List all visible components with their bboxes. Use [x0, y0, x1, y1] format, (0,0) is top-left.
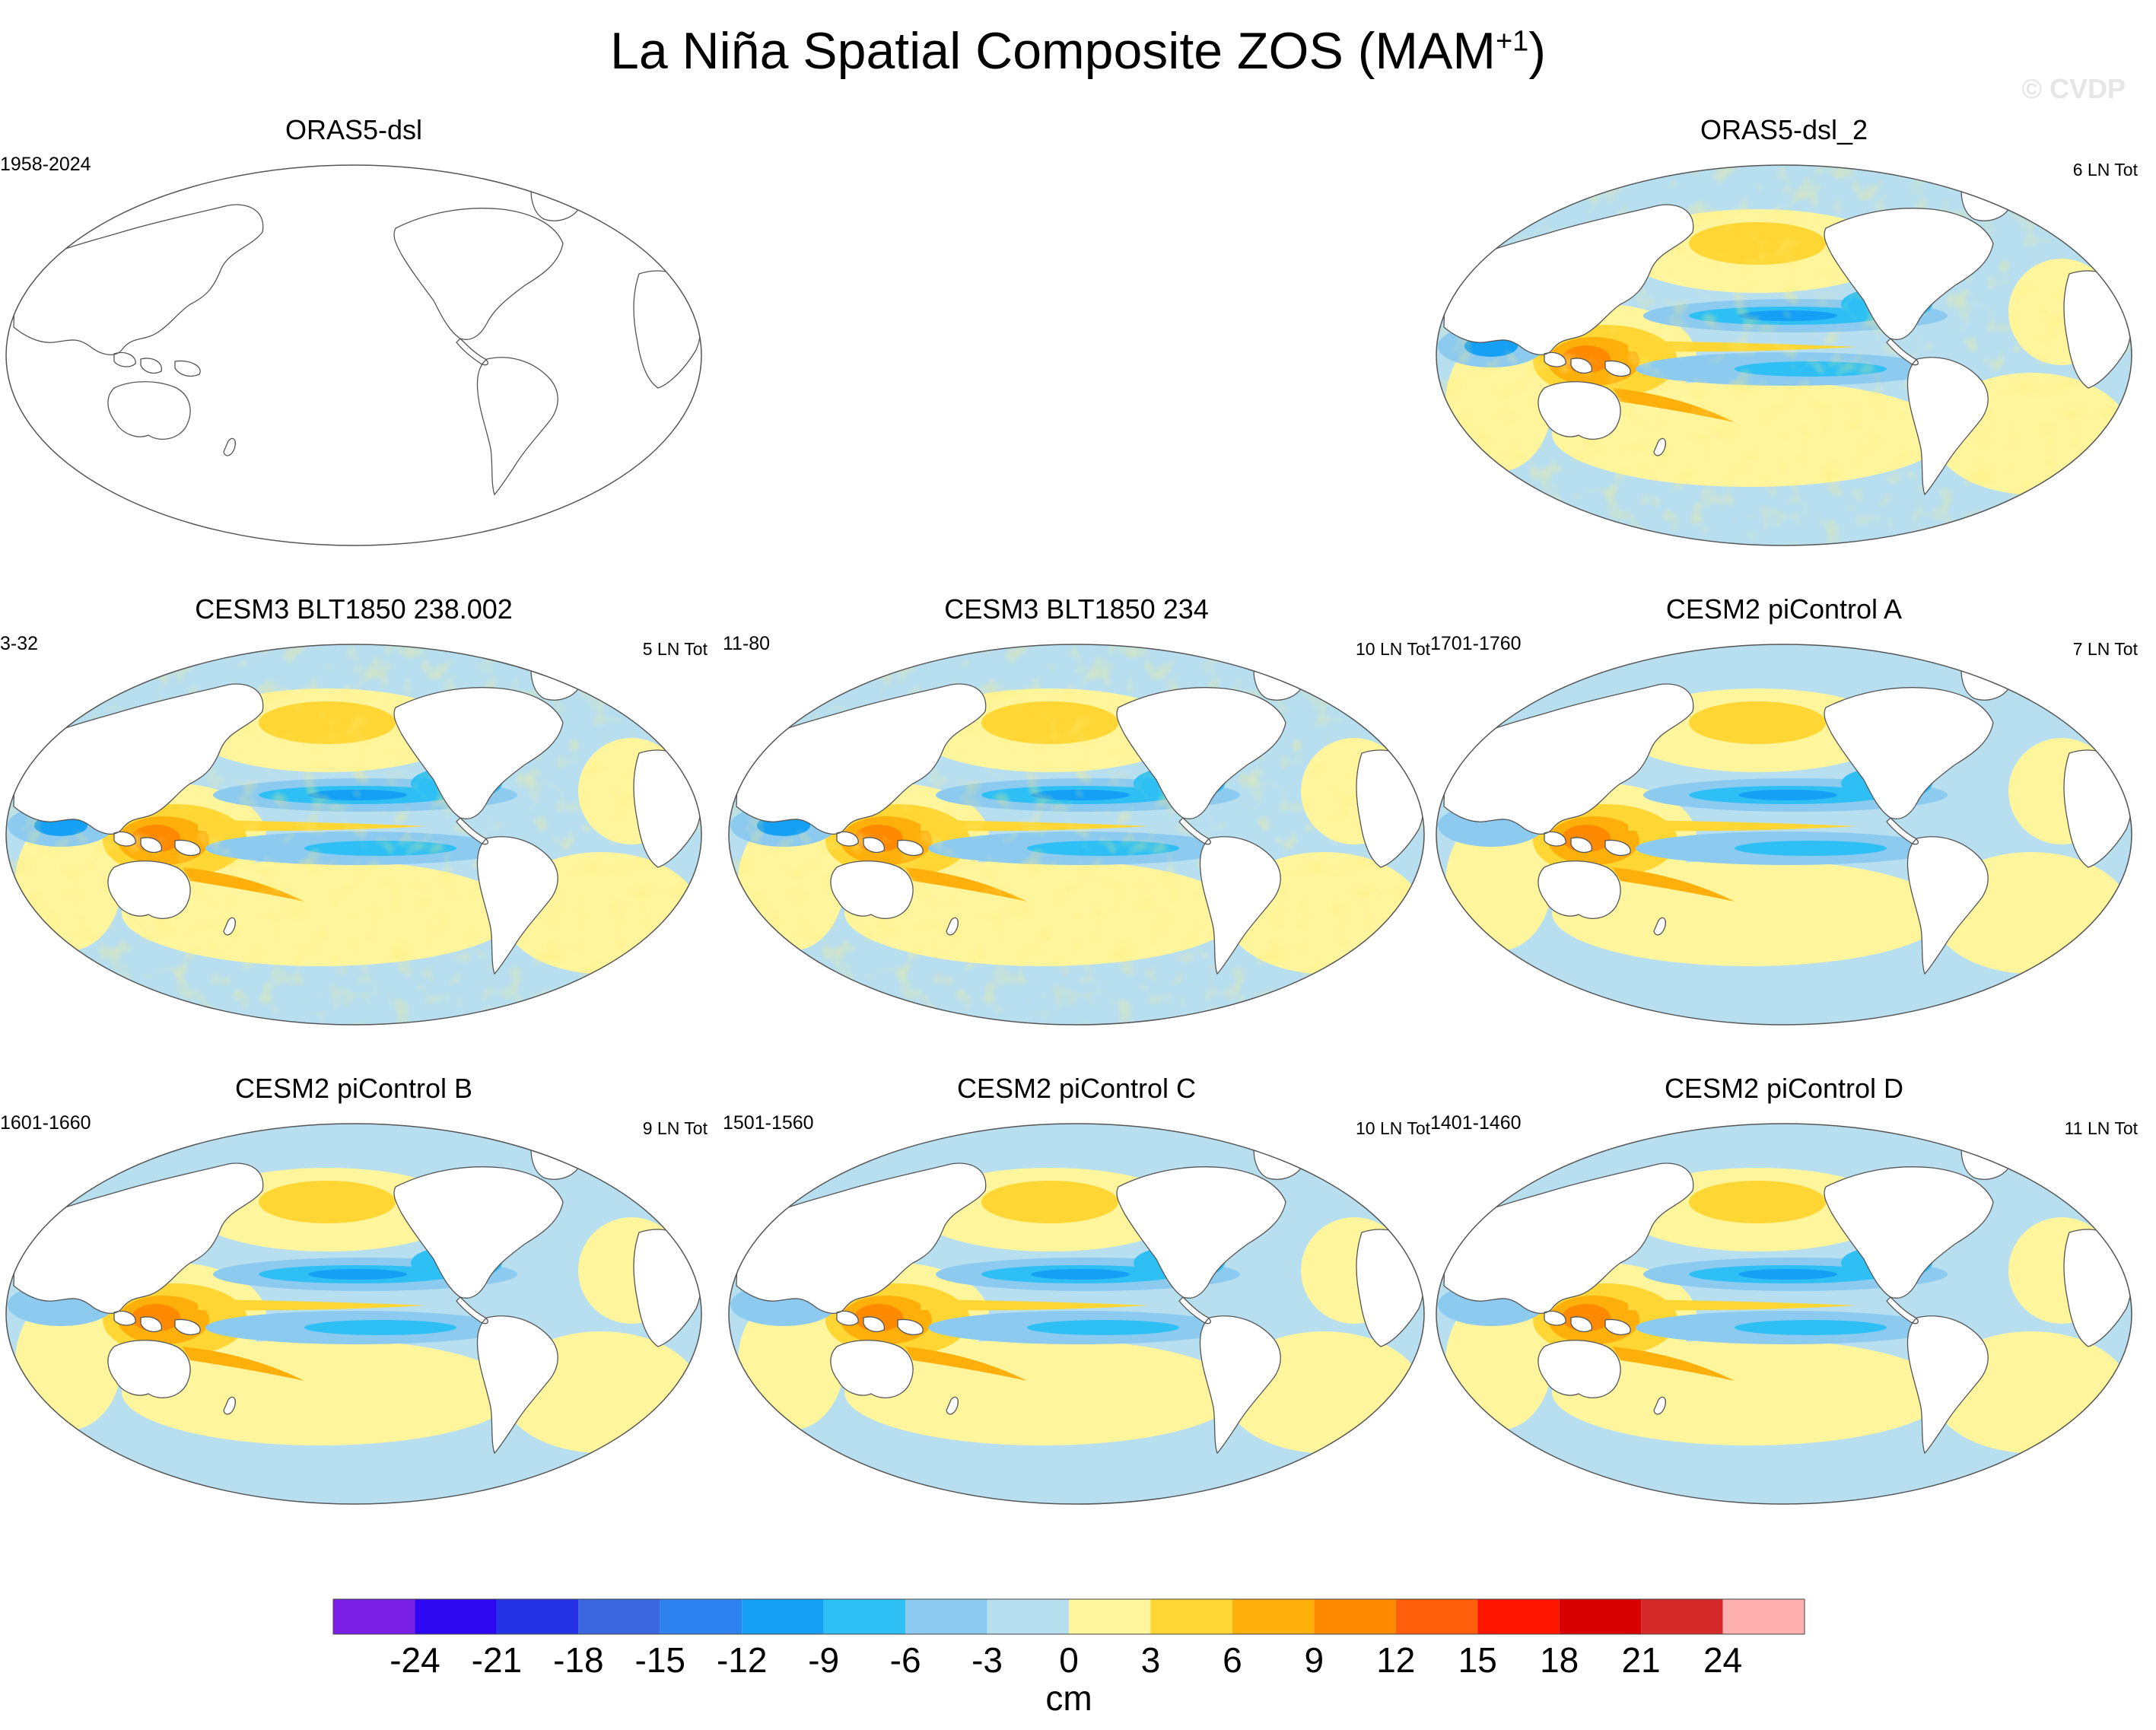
panel-event-count: 5 LN Tot [642, 639, 708, 659]
panel-event-count: 10 LN Tot [1355, 639, 1430, 659]
map-panel-cesm3-234: CESM3 BLT1850 234 11-80 10 LN Tot [723, 593, 1430, 1080]
colorbar-tick-label: 18 [1540, 1640, 1579, 1680]
colorbar-swatch [1477, 1599, 1560, 1634]
globe-map [1436, 644, 2132, 1026]
colorbar-tick-label: -15 [635, 1640, 685, 1680]
colorbar-tick-label: 24 [1703, 1640, 1742, 1680]
map-panel-cesm2-a: CESM2 piControl A 1701-1760 7 LN Tot [1430, 593, 2138, 1080]
colorbar-frame [332, 1598, 1805, 1635]
colorbar-tick-label: 6 [1223, 1640, 1242, 1680]
colorbar-tick-label: 12 [1376, 1640, 1415, 1680]
panel-years: 3-32 [0, 633, 39, 654]
title-superscript: +1 [1495, 25, 1529, 58]
globe-map [728, 644, 1425, 1026]
panel-title: ORAS5-dsl_2 [1700, 114, 1868, 145]
colorbar-swatch [1314, 1599, 1396, 1634]
colorbar-swatch [578, 1599, 660, 1634]
panel-title: CESM3 BLT1850 234 [944, 593, 1209, 625]
panel-event-count: 10 LN Tot [1355, 1118, 1430, 1138]
globe-map [5, 164, 702, 546]
colorbar-swatch [415, 1599, 497, 1634]
panel-title: CESM2 piControl D [1664, 1073, 1904, 1104]
colorbar-swatch [1722, 1599, 1805, 1634]
title-text: La Niña Spatial Composite ZOS (MAM [610, 22, 1496, 80]
globe-map [1436, 1123, 2132, 1505]
colorbar-tick-label: -3 [971, 1640, 1003, 1680]
colorbar-swatch [333, 1599, 415, 1634]
globe-map [5, 644, 702, 1026]
panel-event-count: 6 LN Tot [2072, 160, 2138, 180]
globe-map [5, 1123, 702, 1505]
colorbar-swatch [660, 1599, 743, 1634]
map-panel-cesm2-c: CESM2 piControl C 1501-1560 10 LN Tot [723, 1073, 1430, 1560]
figure-title: La Niña Spatial Composite ZOS (MAM+1) [0, 21, 2156, 81]
colorbar-swatch [1395, 1599, 1478, 1634]
globe-map [728, 1123, 1425, 1505]
colorbar-unit: cm [1045, 1678, 1092, 1718]
colorbar-swatch [496, 1599, 579, 1634]
map-panel-cesm2-b: CESM2 piControl B 1601-1660 9 LN Tot [0, 1073, 708, 1560]
panel-title: CESM3 BLT1850 238.002 [195, 593, 513, 625]
panel-years: 1701-1760 [1430, 633, 1522, 654]
colorbar-swatch [1069, 1599, 1151, 1634]
colorbar-tick-label: 0 [1059, 1640, 1079, 1680]
panel-title: CESM2 piControl A [1665, 593, 1903, 625]
colorbar-tick-label: -12 [717, 1640, 767, 1680]
colorbar-swatch [1150, 1599, 1232, 1634]
globe-map [1436, 164, 2132, 546]
colorbar-tick-label: 3 [1141, 1640, 1161, 1680]
colorbar-tick-label: -6 [890, 1640, 921, 1680]
colorbar-swatch [1559, 1599, 1642, 1634]
colorbar-swatch [823, 1599, 906, 1634]
panel-title: CESM2 piControl C [956, 1073, 1197, 1104]
map-panel-oras5-dsl: ORAS5-dsl 1958-2024 [0, 114, 708, 601]
panel-years: 1958-2024 [0, 154, 91, 175]
colorbar-tick-label: 21 [1622, 1640, 1661, 1680]
panel-title: CESM2 piControl B [234, 1073, 473, 1104]
colorbar-swatch [987, 1599, 1069, 1634]
panel-years: 1501-1560 [723, 1112, 814, 1134]
title-suffix: ) [1528, 22, 1546, 80]
colorbar-swatch [1232, 1599, 1315, 1634]
panel-event-count: 11 LN Tot [2064, 1118, 2138, 1138]
map-panel-oras5-dsl-2: ORAS5-dsl_2 6 LN Tot [1430, 114, 2138, 601]
colorbar-swatch [1641, 1599, 1723, 1634]
colorbar-tick-label: -21 [472, 1640, 522, 1680]
colorbar-tick-label: 9 [1305, 1640, 1324, 1680]
colorbar-tick-label: -9 [808, 1640, 839, 1680]
cvdp-watermark: © CVDP [2021, 73, 2126, 104]
panel-event-count: 9 LN Tot [642, 1118, 708, 1138]
colorbar-swatch [905, 1599, 987, 1634]
colorbar-swatch [742, 1599, 824, 1634]
colorbar-tick-label: 15 [1458, 1640, 1497, 1680]
panel-event-count: 7 LN Tot [2072, 639, 2138, 659]
map-panel-cesm3-238: CESM3 BLT1850 238.002 3-32 5 LN Tot [0, 593, 708, 1080]
panel-years: 11-80 [723, 633, 771, 654]
colorbar-tick-label: -24 [390, 1640, 440, 1680]
panel-years: 1601-1660 [0, 1112, 91, 1134]
panel-title: ORAS5-dsl [285, 114, 423, 145]
panel-years: 1401-1460 [1430, 1112, 1522, 1134]
map-panel-cesm2-d: CESM2 piControl D 1401-1460 11 LN Tot [1430, 1073, 2138, 1560]
colorbar-tick-label: -18 [553, 1640, 603, 1680]
